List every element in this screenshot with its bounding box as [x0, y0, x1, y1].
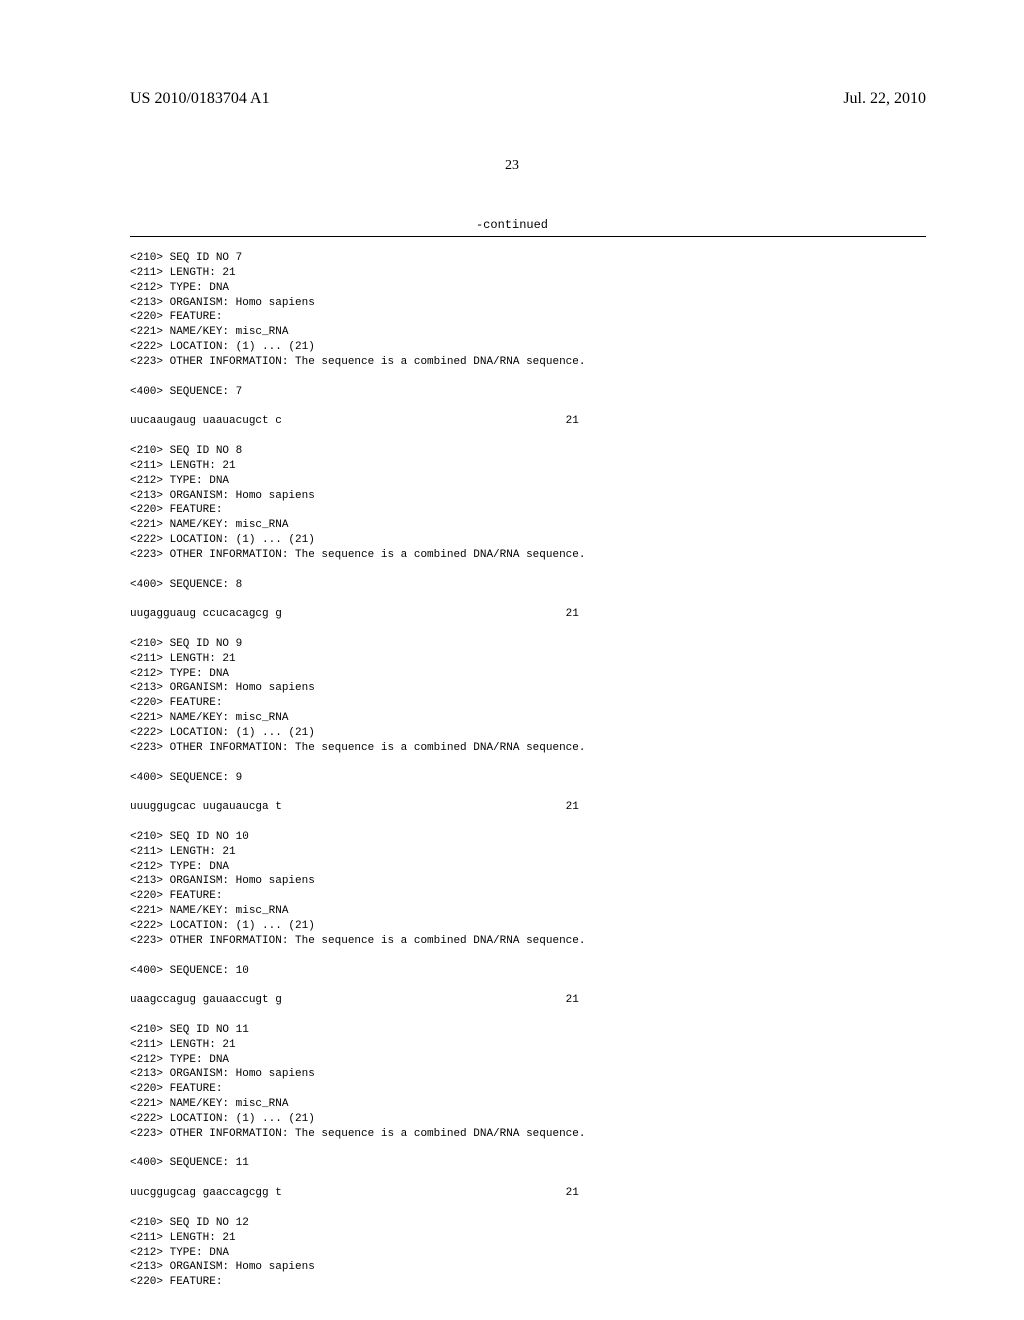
sequence-listing: <210> SEQ ID NO 7 <211> LENGTH: 21 <212>… — [0, 237, 1024, 1290]
publication-date: Jul. 22, 2010 — [843, 90, 926, 108]
publication-number: US 2010/0183704 A1 — [130, 90, 270, 108]
page-number: 23 — [0, 158, 1024, 174]
continued-label: -continued — [0, 218, 1024, 232]
document-header: US 2010/0183704 A1 Jul. 22, 2010 — [0, 0, 1024, 114]
